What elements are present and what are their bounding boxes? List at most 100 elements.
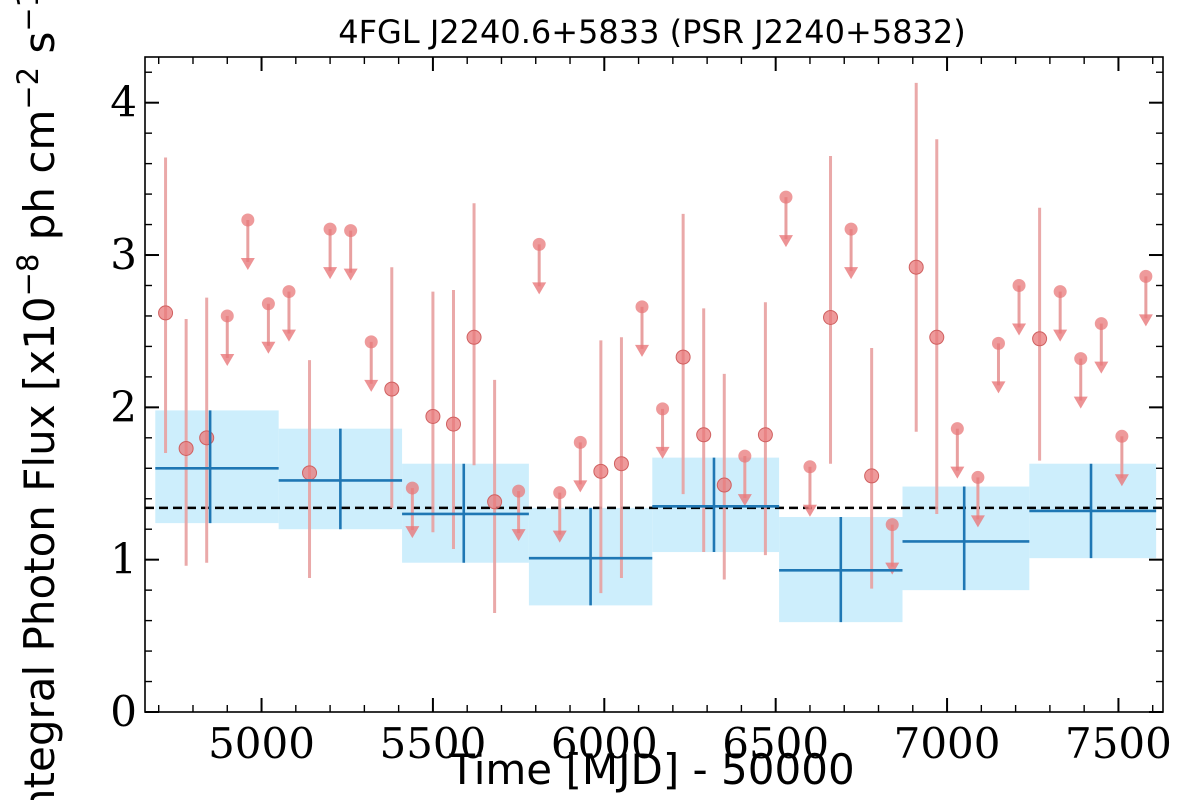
detection-point: [302, 465, 318, 481]
upper-limit-point: [803, 460, 817, 474]
upper-limit-point: [1053, 285, 1067, 299]
detection-point: [593, 463, 609, 479]
detection-point: [158, 305, 174, 321]
upper-limit-point: [405, 481, 419, 495]
detection-point: [613, 456, 629, 472]
upper-limit-point: [885, 518, 899, 532]
upper-limit-point: [991, 336, 1005, 350]
upper-limit-arrow: [364, 379, 379, 392]
y-axis-label: Integral Photon Flux [x10−8 ph cm−2 s−1]: [11, 0, 64, 800]
plot-frame: [144, 56, 1164, 713]
detection-point: [675, 349, 691, 365]
upper-limit-arrow: [1073, 396, 1088, 409]
upper-limit-point: [1074, 352, 1088, 366]
upper-limit-point: [573, 435, 587, 449]
upper-limit-arrow: [511, 529, 526, 542]
upper-limit-arrow: [220, 353, 235, 366]
upper-limit-point: [282, 285, 296, 299]
upper-limit-arrow: [778, 235, 793, 248]
y-axis-label-exponent-2: −2: [11, 67, 45, 110]
detection-point: [908, 259, 924, 275]
x-tick-label: 6000: [551, 719, 658, 768]
x-axis-ticks: 5000 5500 6000 6500 7000 7500: [158, 57, 1172, 768]
upper-limit-arrow: [737, 494, 752, 507]
detection-point: [823, 309, 839, 325]
detection-point: [178, 440, 194, 456]
upper-limit-point: [738, 449, 752, 463]
upper-limit-markers: [220, 190, 1153, 575]
upper-limit-arrow: [1138, 314, 1153, 327]
upper-limit-arrow: [1114, 474, 1129, 487]
detection-points: [158, 259, 1048, 510]
detection-point: [487, 494, 503, 510]
y-tick-label: 0: [110, 687, 137, 736]
upper-limit-arrow: [1012, 323, 1027, 336]
x-axis-label: Time [MJD] - 50000: [448, 745, 854, 794]
binned-flux-crosses: [155, 410, 1157, 623]
upper-limit-point: [1139, 269, 1153, 283]
x-tick-label: 6500: [722, 719, 829, 768]
detection-point: [1032, 331, 1048, 347]
detection-point: [716, 477, 732, 493]
upper-limit-arrow: [343, 268, 358, 281]
detection-point: [384, 381, 400, 397]
upper-limit-point: [553, 486, 567, 500]
upper-limit-arrow: [261, 341, 276, 354]
detection-point: [929, 329, 945, 345]
upper-limit-point: [364, 335, 378, 349]
upper-limit-point: [779, 190, 793, 204]
upper-limit-point: [261, 297, 275, 311]
upper-limit-arrow: [552, 530, 567, 543]
upper-limit-arrow: [991, 381, 1006, 394]
upper-limit-arrow: [1053, 329, 1068, 342]
y-tick-label: 3: [110, 230, 137, 279]
upper-limit-arrow: [635, 344, 650, 357]
upper-limit-point: [950, 422, 964, 436]
upper-limit-point: [220, 309, 234, 323]
upper-limit-arrow: [573, 480, 588, 493]
y-tick-label: 2: [110, 382, 137, 431]
upper-limit-arrow: [323, 267, 338, 280]
x-tick-label: 5500: [379, 719, 486, 768]
binned-band: [155, 410, 279, 524]
upper-limit-point: [323, 222, 337, 236]
y-axis-label-exponent-3: −1: [11, 0, 45, 32]
detection-point: [864, 468, 880, 484]
upper-limit-arrow: [970, 515, 985, 528]
upper-limit-point: [1115, 429, 1129, 443]
y-axis-label-unit-2: s: [15, 32, 64, 67]
upper-limit-point: [1094, 317, 1108, 331]
upper-limit-arrow: [802, 504, 817, 517]
upper-limit-arrow: [1094, 361, 1109, 374]
upper-limit-point: [532, 237, 546, 251]
y-tick-label: 1: [110, 535, 137, 584]
y-tick-label: 4: [110, 78, 137, 127]
y-axis-label-exponent-1: −8: [11, 254, 45, 297]
y-axis-label-main: Integral Photon Flux [x10: [15, 296, 64, 800]
detection-point: [445, 416, 461, 432]
upper-limit-point: [1012, 278, 1026, 292]
upper-limit-arrow: [240, 257, 255, 270]
y-axis-label-unit-1: ph cm: [15, 110, 64, 254]
upper-limit-arrow: [532, 282, 547, 295]
upper-limit-arrow: [405, 526, 420, 539]
binned-band: [902, 486, 1030, 591]
upper-limit-arrow: [950, 466, 965, 479]
x-tick-label: 5000: [208, 719, 315, 768]
upper-limit-point: [844, 222, 858, 236]
y-axis-ticks: 0 1 2 3 4: [110, 71, 1163, 736]
upper-limit-point: [635, 300, 649, 314]
detection-point: [199, 430, 215, 446]
x-tick-label: 7000: [894, 719, 1001, 768]
detection-point: [425, 408, 441, 424]
upper-limit-arrow: [844, 267, 859, 280]
detection-point: [696, 427, 712, 443]
detection-point: [757, 427, 773, 443]
binned-flux-bands: [155, 410, 1157, 623]
binned-band: [652, 457, 780, 553]
upper-limit-point: [241, 213, 255, 227]
upper-limit-arrow: [885, 562, 900, 575]
upper-limit-point: [344, 224, 358, 238]
upper-limit-point: [656, 402, 670, 416]
